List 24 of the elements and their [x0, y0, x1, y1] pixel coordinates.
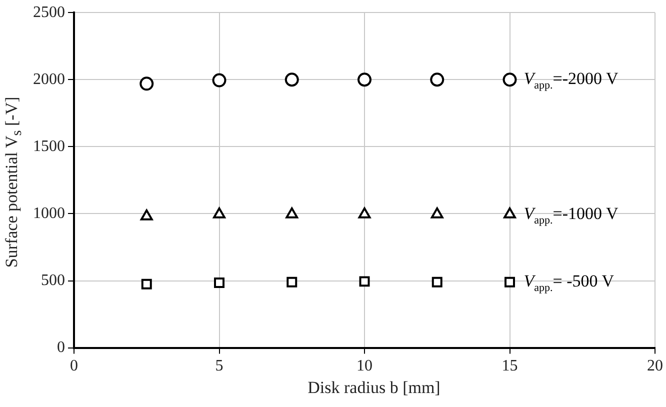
y-tick-label: 0	[57, 339, 65, 356]
point	[359, 276, 370, 287]
x-tick-label: 20	[647, 358, 663, 375]
point	[502, 72, 517, 87]
point	[214, 278, 224, 288]
point	[504, 276, 515, 288]
point	[286, 276, 298, 288]
x-tick-label: 0	[70, 358, 78, 375]
x-tick-label: 5	[215, 358, 224, 375]
y-tick-label: 2000	[33, 70, 65, 88]
point	[284, 72, 299, 87]
y-tick-label: 1000	[33, 204, 65, 222]
point	[432, 276, 442, 288]
y-tick-label: 500	[41, 272, 65, 289]
y-tick-label: 2500	[33, 4, 65, 21]
x-tick-label: 15	[502, 358, 518, 375]
point	[430, 72, 444, 87]
x-tick-label: 10	[356, 358, 372, 375]
point	[141, 278, 152, 290]
point	[140, 76, 154, 91]
x-axis-title: Disk radius b [mm]	[306, 378, 442, 398]
point	[358, 72, 372, 87]
point	[212, 73, 226, 88]
y-tick-label: 1500	[33, 138, 65, 155]
